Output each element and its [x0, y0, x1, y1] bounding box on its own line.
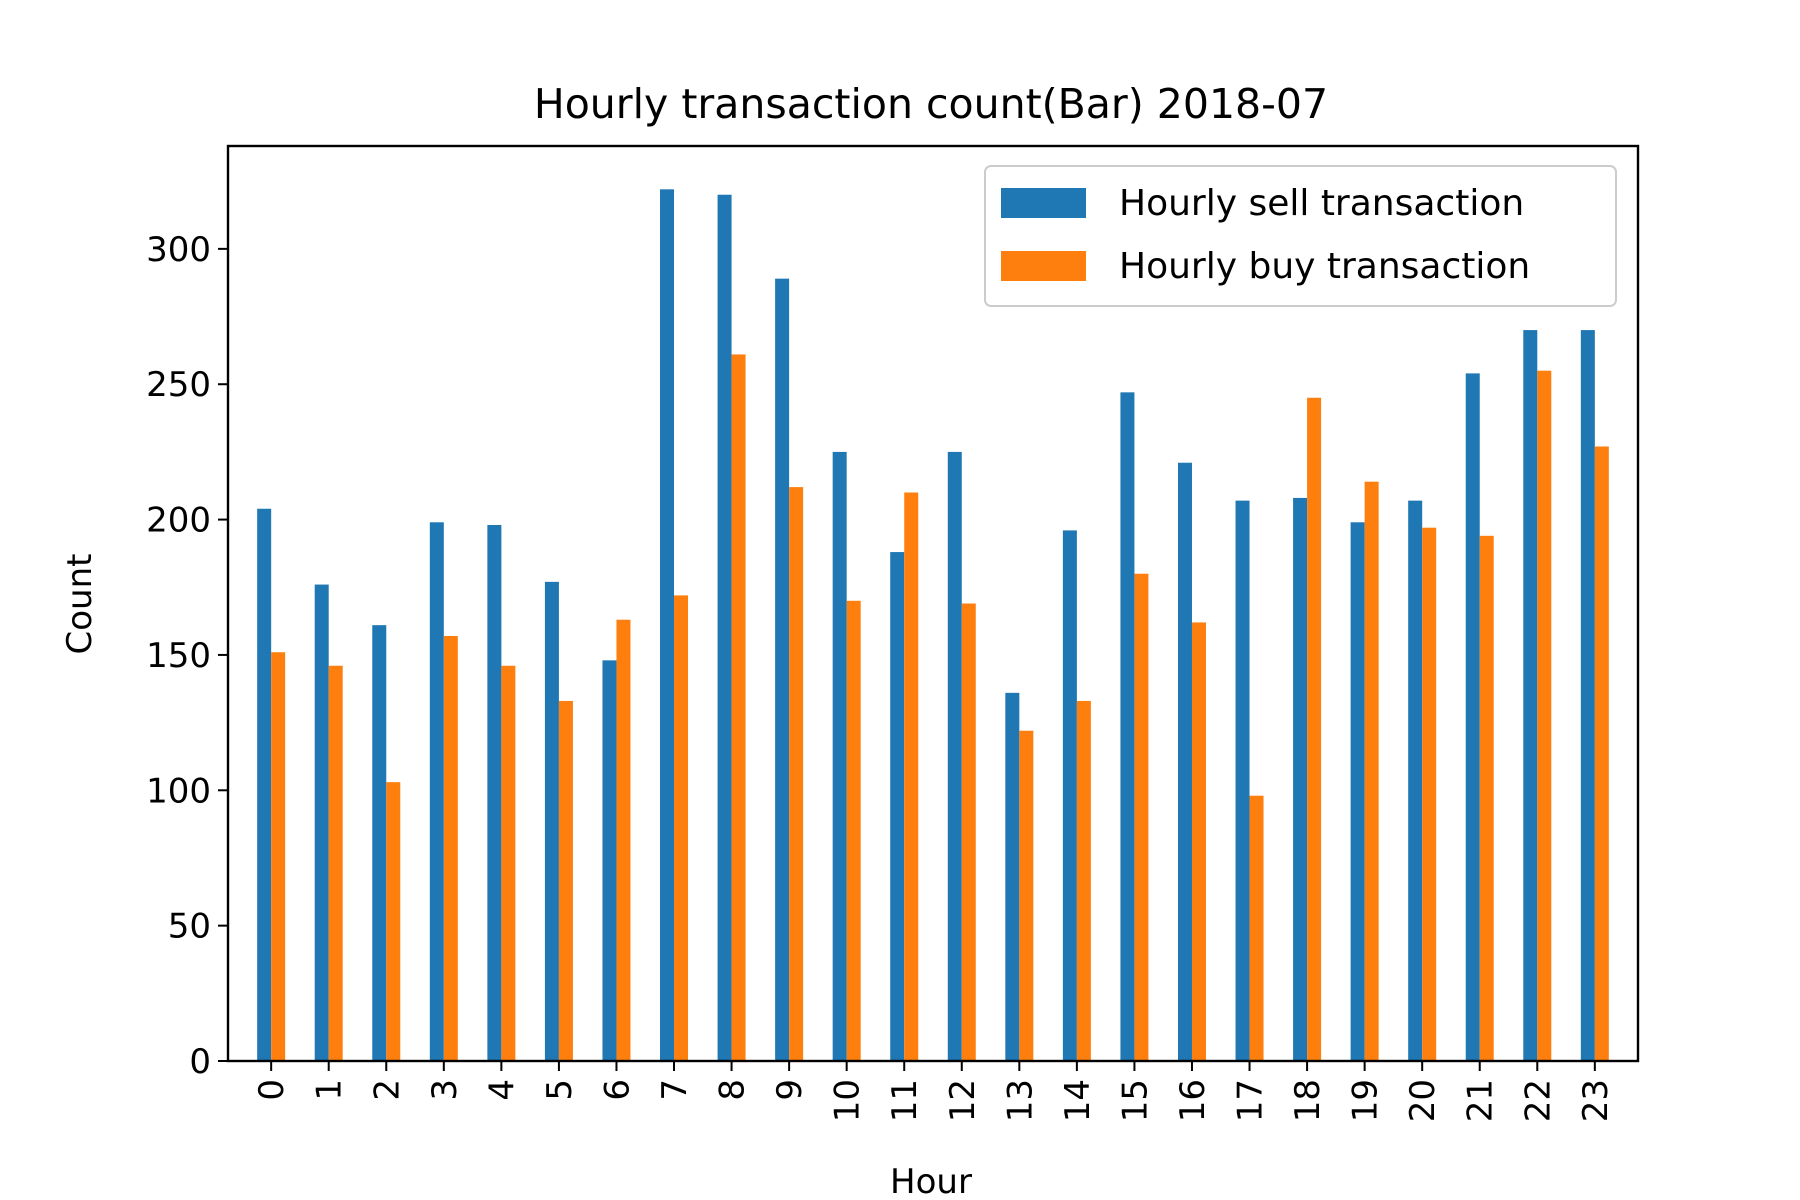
x-tick-label: 19: [1346, 1079, 1386, 1122]
x-tick-label: 22: [1518, 1079, 1558, 1122]
x-tick-label: 1: [310, 1079, 350, 1101]
x-tick-label: 5: [540, 1079, 580, 1101]
bar-buy-hour-10: [846, 600, 861, 1061]
bar-sell-hour-3: [429, 522, 444, 1061]
bar-sell-hour-16: [1177, 462, 1192, 1061]
y-tick-label: 100: [146, 771, 211, 811]
bar-sell-hour-13: [1005, 692, 1020, 1061]
bar-sell-hour-8: [717, 194, 732, 1062]
bar-buy-hour-11: [904, 492, 919, 1061]
x-tick-label: 15: [1115, 1079, 1155, 1122]
y-tick-label: 50: [168, 907, 211, 947]
x-tick-label: 11: [885, 1079, 925, 1122]
bar-buy-hour-17: [1249, 795, 1264, 1061]
bar-buy-hour-21: [1479, 535, 1494, 1061]
chart-title: Hourly transaction count(Bar) 2018-07: [534, 80, 1328, 128]
x-tick-label: 20: [1403, 1079, 1443, 1122]
bar-sell-hour-1: [314, 584, 329, 1061]
x-tick-label: 6: [597, 1079, 637, 1101]
x-tick-label: 18: [1288, 1079, 1328, 1122]
bar-sell-hour-22: [1523, 330, 1538, 1061]
x-tick-label: 21: [1461, 1079, 1501, 1122]
bar-buy-hour-12: [961, 603, 976, 1061]
x-axis-ticks: 0 1 2 3 4 5 6 7 8 9 10 11 12 13 14 15 16 17 18 19 20 21 22 23: [252, 1061, 1616, 1122]
x-tick-label: 3: [425, 1079, 465, 1101]
legend-frame: [984, 165, 1617, 307]
legend-label-sell: Hourly sell transaction: [1119, 183, 1524, 224]
bar-sell-hour-9: [775, 278, 790, 1061]
x-tick-label: 14: [1058, 1079, 1098, 1122]
bar-sell-hour-2: [372, 625, 387, 1061]
bar-buy-hour-0: [271, 652, 286, 1061]
bar-buy-hour-19: [1364, 481, 1379, 1061]
bar-buy-hour-7: [674, 595, 689, 1061]
y-tick-label: 200: [146, 501, 211, 541]
bar-buy-hour-1: [328, 665, 343, 1061]
bar-buy-hour-5: [558, 700, 573, 1061]
bar-sell-hour-19: [1350, 522, 1365, 1061]
bar-sell-hour-23: [1580, 330, 1595, 1061]
bar-buy-hour-6: [616, 619, 631, 1061]
bar-sell-hour-14: [1062, 530, 1077, 1061]
y-tick-label: 0: [189, 1042, 211, 1082]
legend-label-buy: Hourly buy transaction: [1119, 246, 1530, 287]
bar-sell-hour-17: [1235, 500, 1250, 1061]
x-tick-label: 7: [655, 1079, 695, 1101]
bar-buy-hour-9: [789, 487, 804, 1061]
y-tick-label: 300: [146, 230, 211, 270]
bar-sell-hour-7: [660, 189, 675, 1062]
bar-buy-hour-16: [1191, 622, 1206, 1061]
bar-buy-hour-20: [1422, 527, 1437, 1061]
x-tick-label: 8: [713, 1079, 753, 1101]
bar-sell-hour-0: [257, 508, 272, 1061]
bar-sell-hour-20: [1408, 500, 1423, 1061]
y-axis-ticks: 0 50 100 150 200 250 300: [146, 230, 228, 1082]
y-axis-title: Count: [60, 554, 100, 655]
bar-sell-hour-15: [1120, 392, 1135, 1061]
bar-buy-hour-3: [443, 635, 458, 1061]
x-tick-label: 0: [252, 1079, 292, 1101]
bar-sell-hour-11: [890, 552, 905, 1061]
legend: Hourly sell transaction Hourly buy trans…: [984, 165, 1617, 307]
bar-sell-hour-4: [487, 524, 502, 1061]
y-tick-label: 150: [146, 636, 211, 676]
bar-buy-hour-8: [731, 354, 746, 1061]
x-tick-label: 12: [943, 1079, 983, 1122]
x-tick-label: 23: [1576, 1079, 1616, 1122]
y-tick-label: 250: [146, 365, 211, 405]
x-tick-label: 9: [770, 1079, 810, 1101]
bar-sell-hour-10: [832, 451, 847, 1062]
bar-sell-hour-21: [1465, 373, 1480, 1061]
x-tick-label: 4: [482, 1079, 522, 1101]
bar-buy-hour-13: [1019, 730, 1034, 1061]
bar-buy-hour-23: [1594, 446, 1609, 1061]
bar-buy-hour-2: [386, 782, 401, 1061]
x-tick-label: 13: [1000, 1079, 1040, 1122]
x-tick-label: 16: [1173, 1079, 1213, 1122]
bar-sell-hour-18: [1293, 497, 1308, 1061]
bar-buy-hour-15: [1134, 573, 1149, 1061]
legend-swatch-buy: [1001, 251, 1086, 281]
bar-buy-hour-18: [1307, 397, 1322, 1061]
x-tick-label: 17: [1231, 1079, 1271, 1122]
bar-buy-hour-14: [1076, 700, 1091, 1061]
legend-swatch-sell: [1001, 188, 1086, 218]
bars-layer: [257, 189, 1609, 1062]
x-tick-label: 2: [367, 1079, 407, 1101]
bar-sell-hour-12: [947, 451, 962, 1062]
bar-sell-hour-6: [602, 660, 617, 1061]
plot-frame: [226, 144, 1640, 1063]
bar-buy-hour-22: [1537, 370, 1552, 1062]
bar-sell-hour-5: [544, 581, 559, 1061]
x-axis-title: Hour: [890, 1162, 972, 1200]
x-tick-label: 10: [828, 1079, 868, 1122]
bar-buy-hour-4: [501, 665, 516, 1061]
